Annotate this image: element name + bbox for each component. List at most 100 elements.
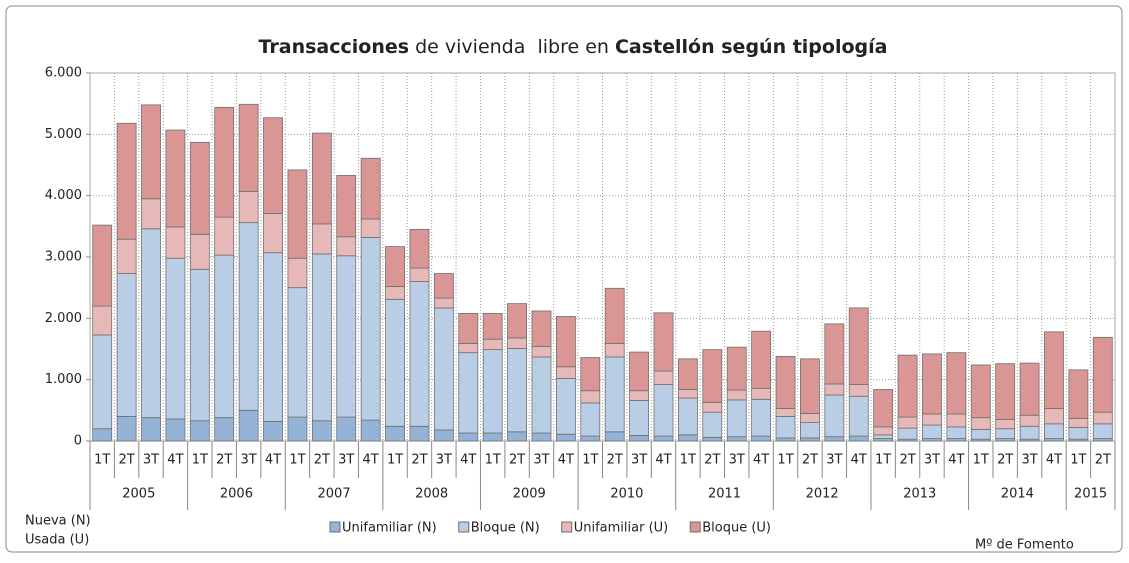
x-tick-label: 1T bbox=[94, 453, 110, 468]
bar-segment bbox=[385, 286, 405, 300]
bar-segment bbox=[1044, 331, 1064, 409]
bar-segment bbox=[336, 236, 357, 257]
x-tick-label: 1T bbox=[973, 453, 989, 468]
bar-segment bbox=[970, 364, 991, 419]
bar-segment bbox=[214, 254, 235, 419]
x-tick-label: 3T bbox=[729, 453, 745, 468]
group-label: 2011 bbox=[708, 487, 741, 502]
bar-segment bbox=[824, 323, 845, 385]
x-tick-label: 3T bbox=[826, 453, 842, 468]
note: Nueva (N) bbox=[25, 514, 91, 529]
x-tick-label: 1T bbox=[777, 453, 793, 468]
y-tick-label: 3.000 bbox=[45, 250, 82, 265]
y-tick-label: 5.000 bbox=[45, 127, 82, 142]
bar-segment bbox=[800, 358, 820, 414]
legend-swatch bbox=[561, 521, 573, 533]
bar-segment bbox=[604, 431, 625, 442]
x-tick-label: 3T bbox=[436, 453, 452, 468]
y-tick-label: 6.000 bbox=[45, 66, 82, 81]
x-tick-label: 4T bbox=[558, 453, 574, 468]
bar-segment bbox=[116, 416, 137, 442]
bar-segment bbox=[824, 383, 845, 396]
bar-segment bbox=[531, 346, 552, 358]
legend-label: Unifamiliar (U) bbox=[574, 521, 669, 536]
bar-segment bbox=[238, 409, 259, 442]
bar-segment bbox=[800, 422, 820, 439]
bar-segment bbox=[409, 228, 430, 269]
x-tick-label: 2T bbox=[1095, 453, 1111, 468]
bar-segment bbox=[800, 437, 820, 442]
bar-segment bbox=[1092, 411, 1113, 425]
bar-segment bbox=[873, 389, 894, 428]
x-tick-label: 3T bbox=[924, 453, 940, 468]
bar-segment bbox=[922, 424, 942, 439]
bar-segment bbox=[775, 355, 796, 409]
bar-segment bbox=[238, 190, 259, 224]
bar-segment bbox=[409, 281, 430, 427]
bar-segment bbox=[385, 298, 405, 427]
bar-segment bbox=[263, 420, 283, 442]
bar-segment bbox=[726, 399, 747, 438]
bar-segment bbox=[92, 428, 113, 442]
y-tick-label: 2.000 bbox=[45, 311, 82, 326]
bar-segment bbox=[165, 129, 186, 228]
bar-segment bbox=[116, 238, 137, 274]
bar-segment bbox=[409, 425, 430, 442]
bar-segment bbox=[189, 420, 210, 442]
bar-segment bbox=[336, 255, 357, 418]
bar-segment bbox=[189, 141, 210, 235]
legend-label: Bloque (N) bbox=[471, 521, 540, 536]
bar-segment bbox=[458, 313, 479, 344]
bar-segment bbox=[580, 390, 601, 404]
bar-segment bbox=[824, 436, 845, 442]
bar-segment bbox=[482, 313, 503, 340]
x-tick-label: 1T bbox=[1070, 453, 1086, 468]
bar-segment bbox=[751, 387, 772, 400]
x-tick-label: 4T bbox=[851, 453, 867, 468]
bar-segment bbox=[360, 236, 381, 421]
bar-segment bbox=[385, 246, 405, 287]
y-tick-label: 0 bbox=[74, 434, 82, 449]
bar-segment bbox=[922, 353, 942, 415]
x-tick-label: 2T bbox=[411, 453, 427, 468]
x-tick-label: 2T bbox=[314, 453, 330, 468]
bar-segment bbox=[970, 428, 991, 440]
x-tick-label: 3T bbox=[241, 453, 257, 468]
bar-segment bbox=[165, 418, 186, 442]
bar-segment bbox=[433, 307, 454, 431]
bar-segment bbox=[507, 347, 528, 433]
bar-segment bbox=[1092, 423, 1113, 439]
bar-segment bbox=[604, 287, 625, 344]
bar-segment bbox=[238, 103, 259, 192]
source: Mº de Fomento bbox=[975, 538, 1074, 553]
bar-segment bbox=[775, 437, 796, 442]
bar-segment bbox=[848, 395, 869, 437]
x-tick-label: 3T bbox=[1021, 453, 1037, 468]
bar-segment bbox=[141, 228, 161, 419]
bar-segment bbox=[263, 117, 283, 214]
bar-segment bbox=[507, 303, 528, 339]
bar-segment bbox=[653, 312, 674, 372]
bar-segment bbox=[92, 224, 113, 307]
bar-segment bbox=[287, 287, 308, 418]
bar-segment bbox=[824, 394, 845, 438]
bar-segment bbox=[263, 213, 283, 254]
bar-segment bbox=[1068, 427, 1089, 440]
group-label: 2008 bbox=[415, 487, 448, 502]
bar-segment bbox=[1019, 414, 1040, 427]
x-tick-label: 2T bbox=[704, 453, 720, 468]
bar-segment bbox=[385, 425, 405, 442]
x-tick-label: 1T bbox=[192, 453, 208, 468]
bar-segment bbox=[287, 416, 308, 442]
bar-segment bbox=[677, 389, 698, 399]
x-tick-label: 4T bbox=[655, 453, 671, 468]
bar-segment bbox=[287, 169, 308, 259]
bar-segment bbox=[848, 307, 869, 385]
bar-segment bbox=[555, 316, 576, 368]
group-label: 2006 bbox=[220, 487, 253, 502]
bar-segment bbox=[458, 432, 479, 442]
bar-segment bbox=[1019, 362, 1040, 416]
bar-segment bbox=[336, 175, 357, 238]
bar-segment bbox=[629, 400, 650, 436]
bar-segment bbox=[995, 363, 1016, 420]
